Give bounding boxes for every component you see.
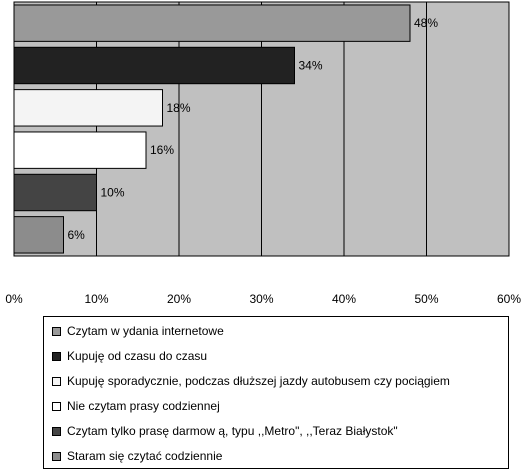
legend-item: Kupuję sporadycznie, podczas dłuższej ja… (52, 373, 450, 389)
bar (13, 173, 97, 212)
x-tick-label: 50% (414, 292, 438, 306)
legend-item: Kupuję od czasu do czasu (52, 348, 207, 364)
legend: Czytam w ydania internetowe Kupuję od cz… (43, 316, 509, 469)
bar (13, 131, 147, 169)
data-label: 10% (101, 186, 125, 200)
bar (13, 4, 411, 42)
bar-chart: 48% 34% 18% 16% 10% 6% 0% 10% 20% 30% 40% 50% 60% (5, 1, 521, 306)
data-label: 34% (299, 59, 323, 73)
legend-swatch (52, 401, 61, 411)
data-label: 6% (68, 228, 86, 242)
legend-item: Czytam w ydania internetowe (52, 323, 224, 339)
x-axis-ticks: 0% 10% 20% 30% 40% 50% 60% (5, 292, 521, 306)
legend-item: Staram się czytać codziennie (52, 448, 222, 464)
legend-label: Kupuję od czasu do czasu (67, 349, 208, 363)
data-label: 48% (414, 16, 438, 30)
legend-label: Kupuję sporadycznie, podczas dłuższej ja… (67, 374, 450, 388)
legend-swatch (52, 326, 61, 336)
bar (13, 46, 295, 85)
x-tick-label: 40% (332, 292, 356, 306)
x-tick-label: 60% (497, 292, 521, 306)
x-tick-label: 20% (167, 292, 191, 306)
legend-swatch (52, 351, 61, 361)
legend-item: Nie czytam prasy codziennej (52, 398, 220, 414)
bar (13, 89, 163, 127)
legend-swatch (52, 451, 61, 461)
bars (13, 4, 411, 254)
x-tick-label: 30% (249, 292, 273, 306)
legend-label: Czytam w ydania internetowe (67, 324, 224, 338)
x-tick-label: 10% (84, 292, 108, 306)
legend-swatch (52, 426, 61, 436)
x-tick-label: 0% (5, 292, 23, 306)
legend-label: Nie czytam prasy codziennej (67, 399, 220, 413)
legend-label: Czytam tylko prasę darmow ą, typu ,,Metr… (67, 424, 398, 438)
data-labels: 48% 34% 18% 16% 10% 6% (68, 16, 439, 242)
gridlines (96, 2, 427, 256)
legend-item: Czytam tylko prasę darmow ą, typu ,,Metr… (52, 423, 398, 439)
legend-label: Staram się czytać codziennie (67, 449, 223, 463)
bar (13, 216, 64, 254)
data-label: 18% (167, 101, 191, 115)
legend-swatch (52, 376, 61, 386)
data-label: 16% (150, 143, 174, 157)
